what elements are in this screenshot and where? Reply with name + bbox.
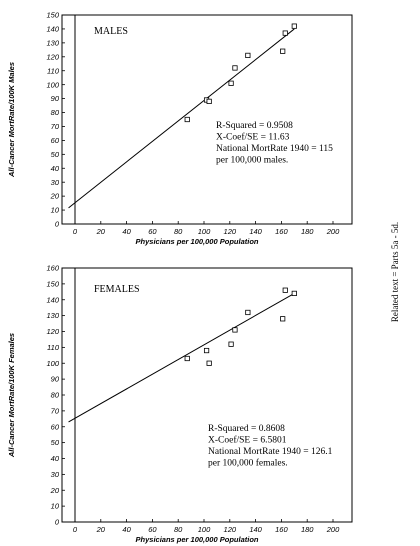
y-tick-label: 80: [51, 108, 60, 117]
y-tick-label: 130: [46, 311, 59, 320]
x-tick-label: 0: [73, 525, 78, 534]
y-tick-label: 20: [50, 486, 60, 495]
y-tick-label: 140: [46, 295, 59, 304]
data-point: [245, 309, 251, 316]
plot-frame: [61, 267, 353, 523]
stats-line: National MortRate 1940 = 115: [216, 144, 333, 154]
y-tick-label: 50: [51, 438, 60, 447]
y-axis-label: All-Cancer MortRate/100K Males: [7, 62, 16, 178]
y-tick-label: 40: [51, 454, 60, 463]
y-tick-label: 50: [51, 150, 60, 159]
y-tick-label: 70: [51, 406, 60, 415]
y-tick-label: 30: [51, 470, 60, 479]
data-point: [282, 287, 288, 293]
y-tick-label: 140: [46, 25, 59, 34]
data-point: [245, 52, 251, 59]
y-tick-label: 90: [51, 375, 60, 384]
data-point: [291, 23, 297, 29]
x-tick-label: 80: [174, 525, 183, 534]
x-axis-label: Physicians per 100,000 Population: [136, 535, 259, 544]
data-point: [291, 290, 297, 297]
data-point: [203, 347, 210, 354]
x-tick-label: 140: [249, 227, 262, 236]
x-tick-label: 180: [301, 227, 314, 236]
y-tick-label: 0: [55, 518, 60, 527]
y-tick-label: 120: [46, 327, 59, 336]
x-tick-label: 180: [301, 525, 314, 534]
x-tick-label: 200: [326, 227, 340, 236]
x-tick-label: 200: [326, 525, 340, 534]
y-tick-label: 130: [46, 38, 59, 47]
data-point: [232, 65, 238, 71]
plot-frame: [61, 14, 353, 225]
stats-line: R-Squared = 0.8608: [208, 424, 285, 434]
x-tick-label: 140: [249, 525, 262, 534]
stats-line: R-Squared = 0.9508: [216, 121, 293, 131]
y-tick-label: 150: [46, 279, 59, 288]
stats-line: National MortRate 1940 = 126.1: [208, 447, 333, 457]
chart-panel-0: 0 10 20 30 40 50 60 70 80 90 100 110 120 130 140 150 0 20…: [7, 11, 353, 246]
y-tick-label: 0: [55, 220, 60, 229]
x-tick-label: 20: [96, 227, 106, 236]
regression-line: [68, 292, 295, 423]
stats-line: X-Coef/SE = 6.5801: [208, 435, 287, 446]
stats-line: per 100,000 males.: [216, 156, 288, 166]
data-point: [280, 316, 286, 322]
y-tick-label: 100: [46, 359, 59, 368]
y-tick-label: 110: [47, 343, 60, 352]
x-tick-label: 60: [148, 525, 157, 534]
data-point: [282, 30, 288, 36]
regression-line: [68, 28, 295, 209]
x-tick-label: 20: [96, 525, 106, 534]
y-tick-label: 90: [51, 94, 60, 103]
x-tick-label: 120: [224, 227, 237, 236]
data-point: [232, 327, 238, 333]
data-point: [184, 116, 190, 123]
stats-line: X-Coef/SE = 11.63: [216, 132, 290, 143]
x-tick-label: 40: [122, 227, 131, 236]
x-tick-label: 100: [198, 525, 211, 534]
data-point: [280, 48, 286, 54]
x-tick-label: 60: [148, 227, 157, 236]
chart-panel-1: 0 10 20 30 40 50 60 70 80 90 100 110 120 130 140 150 160…: [7, 264, 353, 544]
x-tick-label: 80: [174, 227, 183, 236]
data-point: [228, 341, 234, 347]
data-point: [206, 360, 212, 366]
y-tick-label: 100: [46, 80, 59, 89]
y-tick-label: 60: [51, 136, 60, 145]
y-tick-label: 110: [47, 66, 60, 75]
y-tick-label: 160: [46, 264, 59, 273]
y-tick-label: 20: [50, 192, 60, 201]
x-tick-label: 160: [275, 525, 288, 534]
y-axis-label: All-Cancer MortRate/100K Females: [7, 333, 16, 458]
x-tick-label: 120: [224, 525, 237, 534]
y-tick-label: 120: [46, 52, 59, 61]
y-tick-label: 60: [51, 422, 60, 431]
y-tick-label: 10: [51, 206, 60, 215]
panel-title: FEMALES: [94, 284, 140, 295]
x-axis-label: Physicians per 100,000 Population: [136, 237, 259, 246]
panel-title: MALES: [94, 26, 128, 37]
data-point: [228, 80, 234, 86]
y-tick-label: 80: [51, 391, 60, 400]
x-tick-label: 100: [198, 227, 211, 236]
x-tick-label: 160: [275, 227, 288, 236]
side-note: Related text = Parts 5a - 5d.: [390, 222, 400, 322]
y-tick-label: 150: [46, 11, 59, 20]
y-tick-label: 70: [51, 122, 60, 131]
x-tick-label: 0: [73, 227, 78, 236]
x-tick-label: 40: [122, 525, 131, 534]
y-tick-label: 40: [51, 164, 60, 173]
y-tick-label: 30: [51, 178, 60, 187]
y-tick-label: 10: [51, 502, 60, 511]
data-point: [206, 98, 212, 104]
data-point: [184, 355, 190, 362]
stats-line: per 100,000 females.: [208, 458, 288, 469]
